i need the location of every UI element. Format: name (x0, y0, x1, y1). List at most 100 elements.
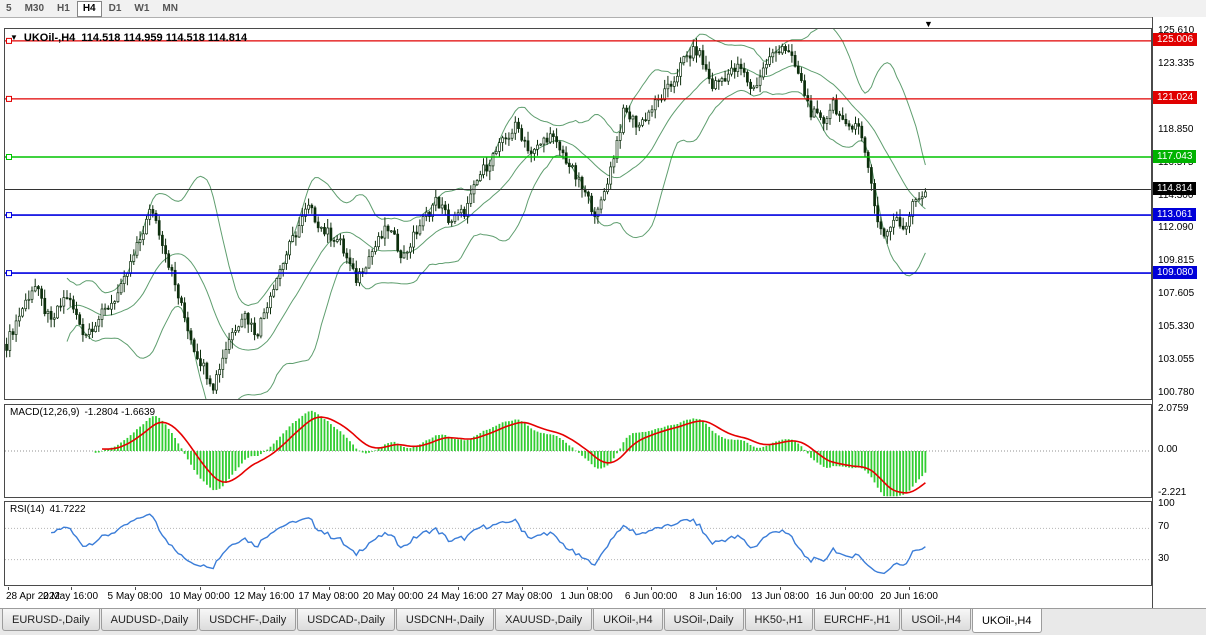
level-line-handle[interactable] (6, 37, 12, 44)
timeframe-button-w1[interactable]: W1 (134, 3, 150, 14)
chart-tab-ukoil--h4[interactable]: UKOil-,H4 (593, 609, 663, 631)
time-axis-tick (328, 587, 330, 590)
bollinger-upper-band (66, 29, 926, 307)
price-axis[interactable]: 125.610123.335118.850116.575114.300112.0… (1152, 17, 1206, 608)
level-line-handle[interactable] (6, 95, 12, 102)
price-axis-label: 100.780 (1158, 387, 1195, 399)
time-axis-label: 20 Jun 16:00 (880, 591, 938, 602)
time-axis-label: 10 May 00:00 (169, 591, 230, 602)
rsi-axis-label: 70 (1158, 521, 1170, 533)
chart-tab-ukoil--h4[interactable]: UKOil-,H4 (971, 609, 1042, 633)
macd-axis-label: -2.221 (1158, 487, 1187, 499)
chart-dropdown-icon[interactable]: ▼ (10, 33, 18, 42)
timeframe-toolbar: 5 M30 H1 H4 D1 W1 MN (0, 0, 1206, 18)
time-axis-tick (780, 587, 781, 590)
chart-tab-usdchf--daily[interactable]: USDCHF-,Daily (199, 609, 297, 631)
time-axis-tick (715, 587, 717, 590)
time-axis-label: 13 Jun 08:00 (751, 591, 809, 602)
time-axis-tick (522, 587, 523, 590)
chart-tab-usoil--daily[interactable]: USOil-,Daily (663, 609, 744, 631)
chart-tab-usoil--h4[interactable]: USOil-,H4 (901, 609, 971, 631)
rsi-pane[interactable]: RSI(14) 41.7222 (4, 501, 1152, 586)
timeframe-button-h1[interactable]: H1 (57, 3, 70, 14)
rsi-axis-label: 100 (1158, 498, 1175, 509)
chart-tab-bar: EURUSD-,Daily AUDUSD-,Daily USDCHF-,Daily U… (0, 608, 1206, 635)
rsi-indicator-name: RSI(14) (10, 504, 45, 515)
price-axis-label: 105.330 (1158, 320, 1195, 332)
price-axis-label: 114.300 (1158, 190, 1194, 201)
chart-tab-xauusd--daily[interactable]: XAUUSD-,Daily (495, 609, 593, 631)
chart-tab-hk50--h1[interactable]: HK50-,H1 (744, 609, 813, 631)
macd-label: MACD(12,26,9) -1.2804 -1.6639 (10, 407, 155, 418)
time-axis-tick (586, 587, 588, 590)
timeframe-button-5[interactable]: 5 (6, 3, 12, 14)
price-axis-label: 107.605 (1158, 287, 1195, 299)
price-badge-114.814: 114.814 (1153, 182, 1197, 195)
price-axis-label: 109.815 (1158, 255, 1195, 267)
time-axis-tick (651, 587, 652, 590)
candlestick-chart[interactable] (5, 29, 1151, 399)
chart-symbol-label: UKOil-,H4 (23, 32, 76, 44)
time-axis-label: 17 May 08:00 (298, 591, 359, 602)
chart-tab-usdcad--daily[interactable]: USDCAD-,Daily (297, 609, 395, 631)
rsi-line (51, 513, 926, 575)
time-axis-label: 6 Jun 00:00 (624, 591, 678, 602)
price-axis-label: 103.055 (1158, 354, 1195, 365)
rsi-current-value: 41.7222 (49, 504, 86, 515)
bollinger-middle-band (66, 65, 926, 351)
time-axis[interactable]: 28 Apr 2022 2 May 16:00 5 May 08:00 10 May … (4, 587, 1152, 606)
timeframe-button-m30[interactable]: M30 (24, 3, 45, 14)
price-chart-pane[interactable]: ▼ UKOil-,H4 114.518 114.959 114.518 114.… (4, 28, 1152, 400)
price-badge-113.061: 113.061 (1153, 207, 1197, 221)
rsi-label: RSI(14) 41.7222 (10, 504, 86, 515)
price-axis-label: 123.335 (1158, 58, 1195, 70)
candlestick-series (5, 38, 927, 394)
time-axis-tick (135, 587, 136, 590)
timeframe-button-h4[interactable]: H4 (76, 0, 102, 17)
chart-ohlc-values: 114.518 114.959 114.518 114.814 (81, 32, 248, 44)
chart-tab-eurchf--h1[interactable]: EURCHF-,H1 (813, 609, 901, 631)
level-line-handle[interactable] (6, 212, 12, 219)
time-axis-label: 28 Apr 2022 (6, 591, 60, 602)
macd-signal-line (101, 416, 926, 494)
time-axis-label: 2 May 16:00 (42, 591, 99, 602)
macd-histogram (94, 410, 927, 497)
time-axis-tick (70, 587, 72, 590)
time-axis-tick (909, 587, 910, 590)
time-axis-tick (264, 587, 265, 590)
chart-tab-eurusd--daily[interactable]: EURUSD-,Daily (2, 609, 100, 631)
time-axis-tick (199, 587, 201, 590)
level-line-handle[interactable] (6, 270, 12, 277)
macd-current-values: -1.2804 -1.6639 (84, 407, 156, 418)
time-axis-label: 16 Jun 00:00 (815, 591, 874, 602)
timeframe-button-d1[interactable]: D1 (108, 3, 122, 14)
time-axis-label: 8 Jun 16:00 (689, 591, 742, 602)
price-badge-109.080: 109.080 (1153, 265, 1198, 279)
macd-axis-label: 0.00 (1158, 444, 1178, 455)
price-axis-label: 125.610 (1158, 25, 1195, 37)
chart-title: ▼ UKOil-,H4 114.518 114.959 114.518 114.… (10, 32, 247, 44)
rsi-axis-label: 30 (1158, 552, 1170, 564)
price-axis-label: 118.850 (1158, 123, 1194, 135)
price-badge-117.043: 117.043 (1153, 149, 1197, 163)
time-axis-label: 27 May 08:00 (491, 591, 553, 602)
chart-shift-marker-icon[interactable]: ▼ (924, 19, 933, 29)
price-axis-label: 112.090 (1158, 222, 1194, 234)
time-axis-label: 1 Jun 08:00 (560, 591, 613, 602)
price-badge-121.024: 121.024 (1153, 91, 1198, 105)
level-line-handle[interactable] (6, 154, 12, 160)
time-axis-tick (8, 587, 9, 590)
macd-plot (5, 410, 1151, 497)
time-axis-label: 24 May 16:00 (427, 591, 488, 602)
timeframe-button-mn[interactable]: MN (162, 3, 178, 14)
macd-axis-label: 2.0759 (1158, 403, 1189, 415)
bollinger-lower-band (66, 89, 926, 399)
chart-tab-audusd--daily[interactable]: AUDUSD-,Daily (100, 609, 199, 631)
macd-indicator-name: MACD(12,26,9) (10, 407, 80, 418)
macd-pane[interactable]: MACD(12,26,9) -1.2804 -1.6639 (4, 404, 1152, 498)
price-badge-125.006: 125.006 (1153, 33, 1198, 47)
chart-tab-usdcnh--daily[interactable]: USDCNH-,Daily (395, 609, 495, 631)
time-axis-tick (844, 587, 846, 590)
time-axis-label: 20 May 00:00 (362, 591, 424, 602)
time-axis-label: 5 May 08:00 (107, 591, 163, 602)
